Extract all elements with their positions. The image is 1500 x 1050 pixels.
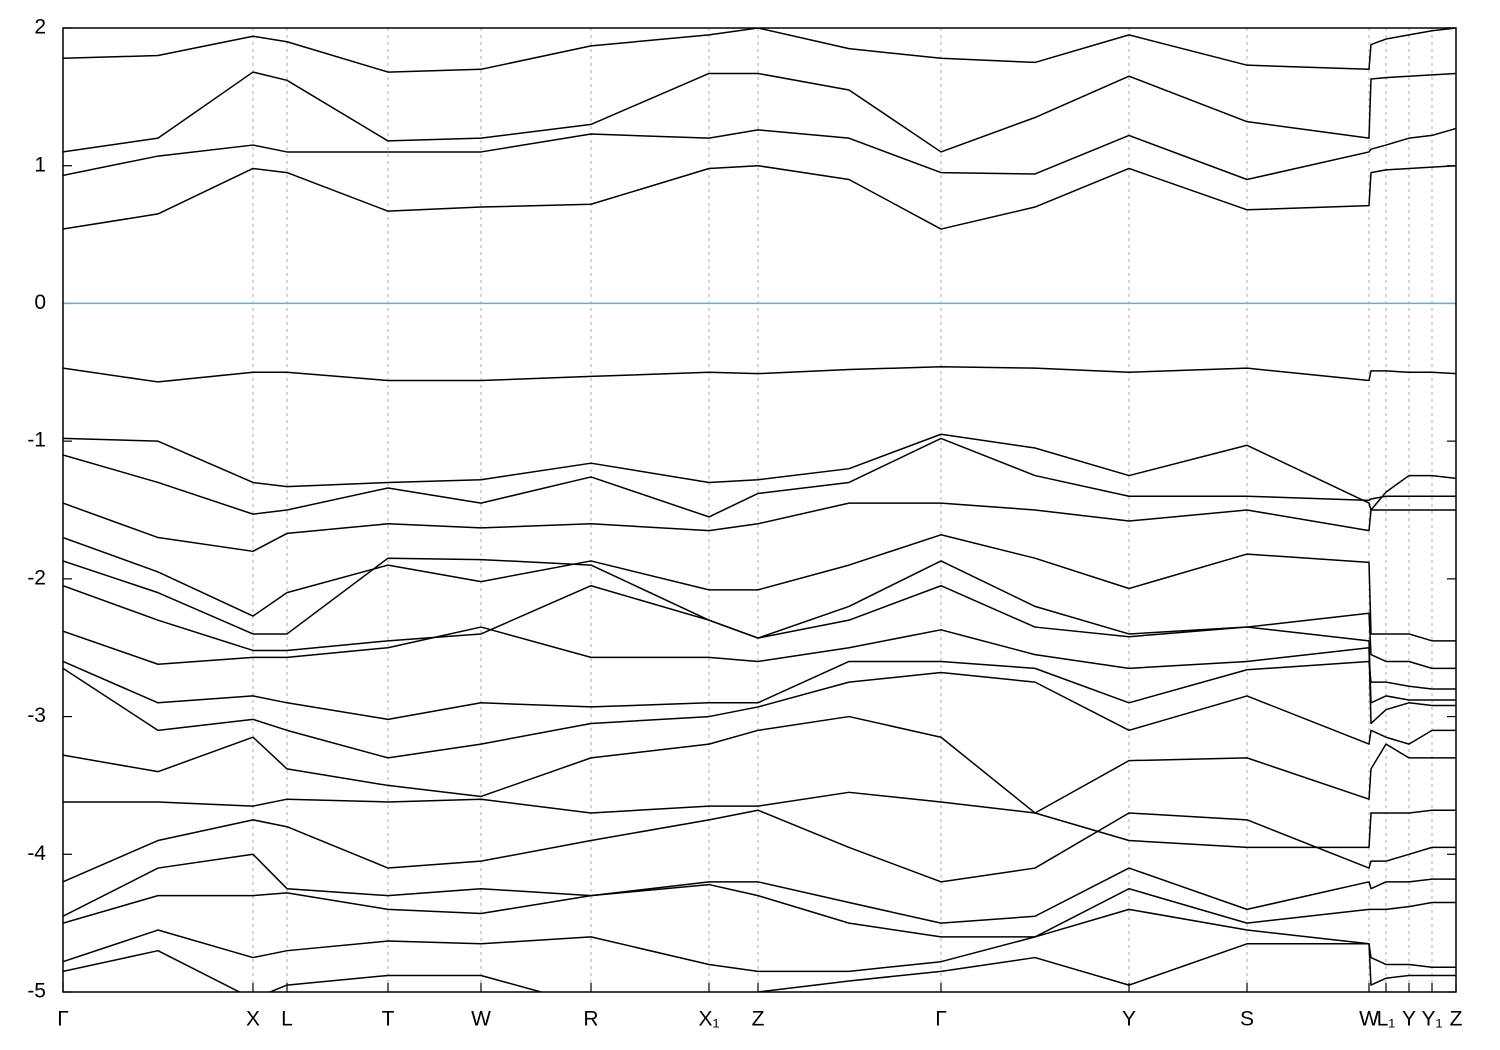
x-tick-label: Γ (57, 1008, 69, 1031)
x-tick-label: R (583, 1008, 598, 1031)
x-tick-label: W (1359, 1008, 1379, 1031)
y-tick-label: -5 (27, 980, 46, 1003)
band-line (63, 853, 1456, 924)
band-line (63, 433, 1456, 511)
band-line (63, 908, 1456, 973)
band-line (63, 584, 1456, 704)
band-line (63, 943, 1456, 992)
band-line (63, 626, 1456, 725)
x-tick-label: L₁ (1377, 1008, 1396, 1031)
band-line (63, 557, 1456, 670)
x-tick-label: Y (1402, 1008, 1416, 1031)
x-tick-label: Γ (935, 1008, 947, 1031)
band-line (63, 127, 1456, 181)
band-line (63, 883, 1456, 938)
band-line (63, 715, 1456, 814)
band-line (63, 437, 1456, 518)
y-tick-label: -4 (27, 842, 46, 865)
band-line (63, 660, 1456, 721)
x-tick-label: Y₁ (1421, 1008, 1442, 1031)
y-tick-label: 1 (34, 153, 46, 176)
band-line (63, 164, 1456, 230)
y-tick-label: -2 (27, 566, 46, 589)
plot-frame (62, 27, 1457, 993)
y-tick-label: -1 (27, 429, 46, 452)
band-line (63, 809, 1456, 883)
x-tick-label: Z (1450, 1008, 1463, 1031)
x-tick-label: S (1240, 1008, 1254, 1031)
band-line (63, 534, 1456, 642)
band-line (63, 791, 1456, 849)
band-line (63, 28, 1456, 73)
y-tick-label: 2 (34, 16, 46, 39)
band-line (63, 366, 1456, 383)
x-tick-label: W (471, 1008, 491, 1031)
band-line (63, 71, 1456, 153)
bands-layer (63, 28, 1456, 992)
x-tick-label: L (281, 1008, 293, 1031)
x-tick-label: T (382, 1008, 395, 1031)
x-tick-label: Z (752, 1008, 765, 1031)
y-tick-label: -3 (27, 704, 46, 727)
x-tick-label: Y (1122, 1008, 1136, 1031)
x-tick-label: X (246, 1008, 260, 1031)
x-tick-label: X₁ (698, 1008, 719, 1031)
band-line (63, 502, 1456, 553)
band-line (63, 667, 1456, 759)
y-tick-label: 0 (34, 291, 46, 314)
